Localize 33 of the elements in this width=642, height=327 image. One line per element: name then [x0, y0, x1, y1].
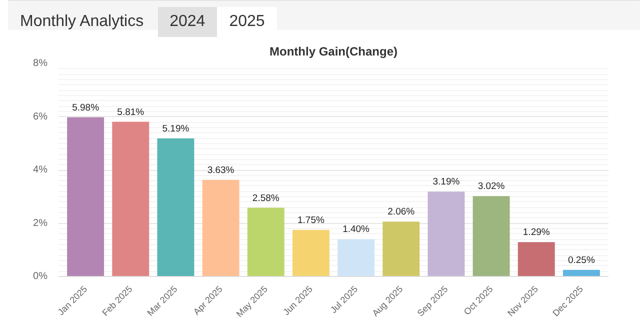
y-tick-label: 4% — [33, 164, 48, 176]
chart-title: Monthly Gain(Change) — [270, 44, 398, 58]
bar — [67, 117, 104, 276]
text: Monthly Analytics — [19, 12, 145, 32]
bar — [292, 230, 330, 276]
y-tick-label: 2% — [33, 218, 48, 229]
bar — [247, 208, 284, 276]
data-label: 3.63% — [207, 164, 235, 176]
data-label: 5.98% — [72, 102, 100, 114]
bar — [562, 270, 600, 276]
data-label: 3.02% — [478, 181, 506, 192]
data-label: 2.58% — [252, 192, 280, 204]
bar — [472, 196, 510, 276]
data-label: 1.29% — [522, 227, 550, 238]
data-label: 5.81% — [117, 106, 145, 118]
y-tick-label: 8% — [33, 58, 48, 69]
bar — [157, 138, 194, 276]
text: 2025 — [217, 7, 277, 37]
data-label: 2.06% — [388, 206, 416, 218]
bar — [428, 192, 465, 276]
y-tick-label: 0% — [33, 271, 48, 282]
data-label: 3.19% — [432, 176, 460, 188]
bar — [382, 222, 420, 276]
bar — [202, 180, 240, 276]
bar — [338, 239, 375, 276]
data-label: 1.40% — [342, 224, 370, 236]
y-tick-label: 6% — [33, 111, 48, 122]
data-label: 5.19% — [162, 123, 190, 134]
bar — [112, 122, 150, 276]
data-label: 1.75% — [297, 214, 325, 226]
text: 2024 — [158, 7, 218, 37]
data-label: 0.25% — [568, 254, 596, 266]
bar — [518, 242, 555, 276]
